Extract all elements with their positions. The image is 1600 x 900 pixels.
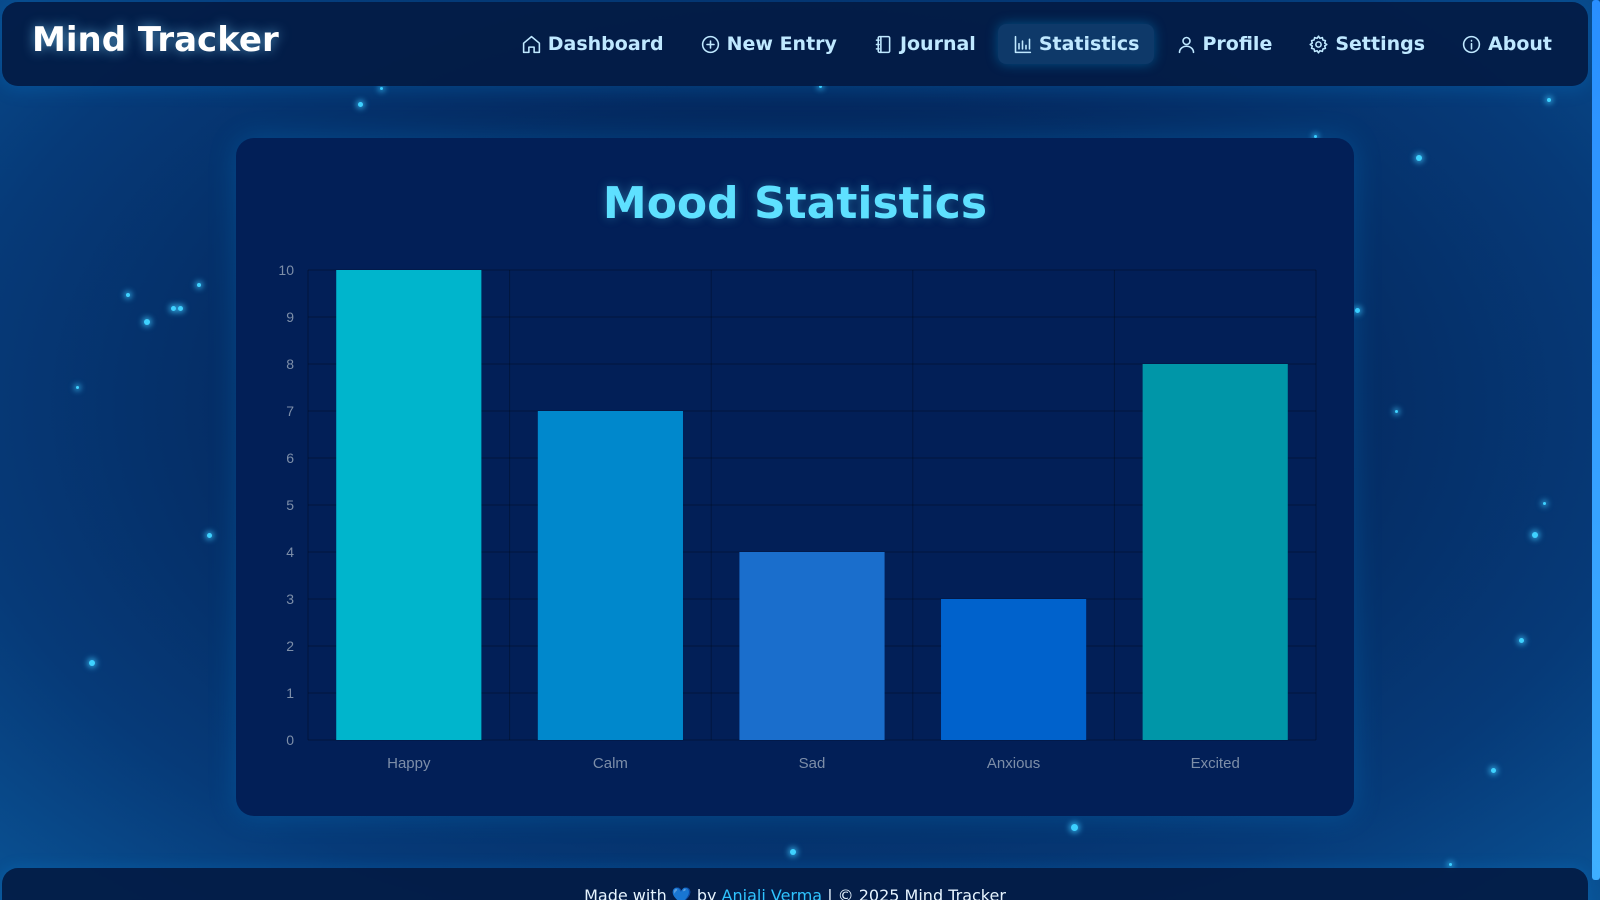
- star-dot: [1519, 638, 1524, 643]
- y-tick-label: 4: [286, 544, 294, 560]
- y-tick-label: 9: [286, 309, 294, 325]
- nav-item-label: About: [1488, 33, 1552, 55]
- footer-text: Made with 💙 by Anjali Verma | © 2025 Min…: [2, 886, 1588, 900]
- footer-copyright: | © 2025 Mind Tracker: [827, 886, 1006, 900]
- bar-sad: [739, 552, 884, 740]
- notebook-icon: [873, 34, 894, 55]
- footer-by: by: [697, 886, 717, 900]
- star-dot: [207, 533, 212, 538]
- y-tick-label: 7: [286, 403, 294, 419]
- bar-calm: [538, 411, 683, 740]
- y-tick-label: 10: [278, 262, 294, 278]
- nav-item-label: Dashboard: [548, 33, 664, 55]
- star-dot: [178, 306, 183, 311]
- star-dot: [197, 283, 201, 287]
- nav-item-settings[interactable]: Settings: [1294, 24, 1439, 64]
- nav-item-label: Journal: [900, 33, 976, 55]
- mood-bar-chart: 0 1 2 3 4 5 6 7 8 9 10 Happy Calm Sad Anxious Excited: [236, 138, 1354, 816]
- star-dot: [1395, 410, 1398, 413]
- bar-excited: [1143, 364, 1288, 740]
- gear-icon: [1308, 34, 1329, 55]
- statistics-card: Mood Statistics 0 1 2 3 4 5 6 7 8 9 10 Happy Calm Sa…: [236, 138, 1354, 816]
- star-dot: [171, 306, 176, 311]
- y-tick-label: 1: [286, 685, 294, 701]
- nav-item-statistics[interactable]: Statistics: [998, 24, 1154, 64]
- nav-item-dashboard[interactable]: Dashboard: [507, 24, 678, 64]
- home-icon: [521, 34, 542, 55]
- y-tick-label: 8: [286, 356, 294, 372]
- nav-item-about[interactable]: About: [1447, 24, 1566, 64]
- y-tick-label: 3: [286, 591, 294, 607]
- main-nav: Dashboard New Entry Journal Statistics P…: [507, 24, 1566, 64]
- star-dot: [1547, 98, 1551, 102]
- star-dot: [76, 386, 79, 389]
- star-dot: [1532, 532, 1538, 538]
- plus-circle-icon: [700, 34, 721, 55]
- nav-item-label: Settings: [1335, 33, 1425, 55]
- star-dot: [358, 102, 363, 107]
- nav-item-label: Profile: [1203, 33, 1273, 55]
- nav-item-profile[interactable]: Profile: [1162, 24, 1287, 64]
- x-tick-label: Excited: [1191, 755, 1240, 772]
- star-dot: [144, 319, 150, 325]
- star-dot: [1449, 863, 1452, 866]
- heart-icon: 💙: [672, 886, 692, 900]
- nav-item-label: Statistics: [1039, 33, 1140, 55]
- navbar: Mind Tracker Dashboard New Entry Journal…: [2, 2, 1588, 86]
- y-axis: 0 1 2 3 4 5 6 7 8 9 10: [278, 262, 294, 748]
- star-dot: [126, 293, 130, 297]
- star-dot: [1491, 768, 1496, 773]
- bar-chart-icon: [1012, 34, 1033, 55]
- scrollbar[interactable]: [1592, 0, 1600, 880]
- nav-item-journal[interactable]: Journal: [859, 24, 990, 64]
- star-dot: [790, 849, 796, 855]
- footer-prefix: Made with: [584, 886, 667, 900]
- bar-anxious: [941, 599, 1086, 740]
- y-tick-label: 2: [286, 638, 294, 654]
- y-tick-label: 0: [286, 732, 294, 748]
- user-icon: [1176, 34, 1197, 55]
- star-dot: [380, 87, 383, 90]
- x-tick-label: Happy: [387, 755, 431, 772]
- star-dot: [89, 660, 95, 666]
- nav-item-label: New Entry: [727, 33, 837, 55]
- brand-logo[interactable]: Mind Tracker: [32, 20, 279, 60]
- footer: Made with 💙 by Anjali Verma | © 2025 Min…: [2, 868, 1588, 900]
- x-tick-label: Anxious: [987, 755, 1040, 772]
- x-axis: Happy Calm Sad Anxious Excited: [387, 755, 1240, 772]
- y-tick-label: 5: [286, 497, 294, 513]
- star-dot: [1543, 502, 1546, 505]
- star-dot: [1416, 155, 1422, 161]
- star-dot: [1355, 308, 1360, 313]
- y-tick-label: 6: [286, 450, 294, 466]
- author-link[interactable]: Anjali Verma: [722, 886, 823, 900]
- x-tick-label: Sad: [799, 755, 826, 772]
- info-icon: [1461, 34, 1482, 55]
- star-dot: [1071, 824, 1078, 831]
- bar-happy: [336, 270, 481, 740]
- x-tick-label: Calm: [593, 755, 628, 772]
- nav-item-new-entry[interactable]: New Entry: [686, 24, 851, 64]
